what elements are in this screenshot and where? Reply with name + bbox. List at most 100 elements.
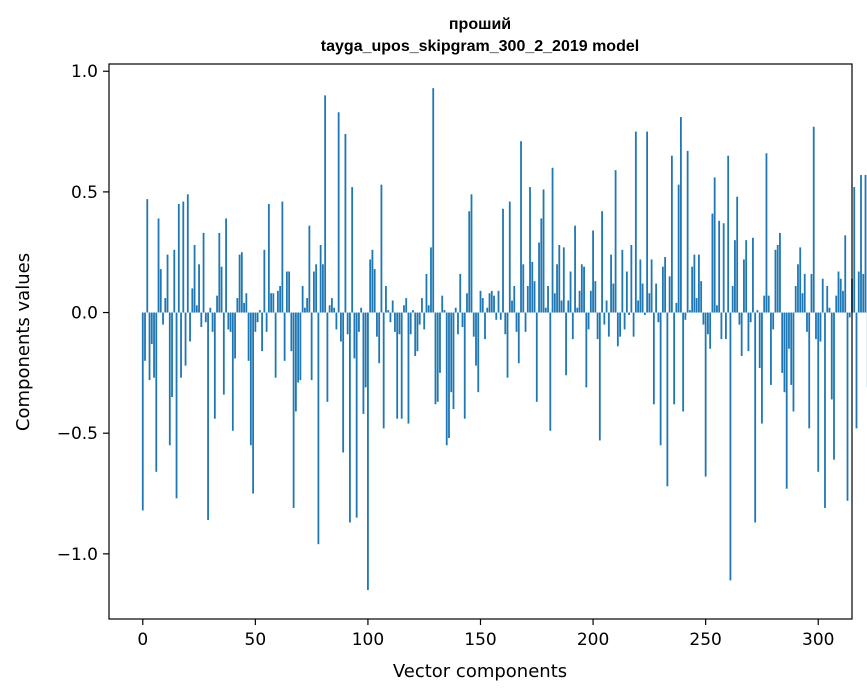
bar-194	[578, 290, 581, 313]
bar-129	[432, 88, 435, 313]
bar-165	[513, 286, 516, 313]
bar-85	[333, 307, 336, 313]
bar-41	[234, 312, 236, 359]
bar-144	[466, 293, 468, 313]
bar-24	[195, 305, 198, 313]
bar-89	[342, 312, 345, 453]
bar-125	[423, 312, 426, 330]
bar-244	[691, 266, 694, 313]
bar-178	[542, 189, 545, 313]
bar-131	[436, 312, 439, 402]
bar-279	[770, 312, 772, 385]
bar-271	[752, 237, 754, 313]
bar-43	[238, 254, 241, 313]
y-tick-label: 0.0	[71, 304, 98, 324]
bar-48	[249, 312, 252, 446]
bar-295	[806, 312, 808, 332]
bar-196	[583, 266, 585, 313]
bar-185	[558, 244, 561, 313]
bar-123	[418, 312, 421, 325]
bar-77	[315, 264, 318, 313]
bar-102	[371, 249, 374, 313]
bar-189	[567, 300, 570, 313]
bar-120	[412, 310, 414, 313]
bar-207	[607, 312, 610, 337]
bar-63	[283, 312, 286, 361]
bar-112	[394, 312, 396, 332]
bar-304	[826, 286, 829, 313]
bar-203	[598, 312, 601, 441]
bar-287	[788, 312, 790, 349]
bar-27	[202, 232, 205, 313]
bar-288	[790, 312, 793, 385]
bar-11	[166, 254, 169, 313]
bar-19	[184, 312, 187, 366]
bar-265	[738, 312, 741, 325]
bar-91	[346, 312, 349, 335]
bar-122	[416, 312, 419, 352]
y-tick-label: 0.5	[71, 183, 98, 203]
bar-213	[621, 249, 624, 313]
bar-201	[594, 281, 597, 313]
x-tick-label: 250	[689, 630, 721, 650]
bar-45	[243, 302, 245, 313]
bar-184	[556, 264, 558, 313]
bar-150	[479, 290, 482, 313]
y-axis-label: Components values	[13, 253, 34, 431]
bar-83	[328, 305, 331, 313]
bar-208	[610, 254, 612, 313]
bar-39	[229, 312, 232, 332]
bar-221	[639, 259, 642, 313]
y-tick-label: −0.5	[57, 424, 98, 444]
bar-214	[623, 312, 626, 330]
bar-54	[263, 249, 266, 313]
bar-290	[794, 286, 797, 313]
x-tick-label: 0	[137, 630, 148, 650]
bar-49	[252, 312, 254, 494]
bar-90	[344, 133, 347, 313]
bar-305	[828, 307, 831, 313]
bar-157	[495, 312, 498, 320]
bar-25	[198, 264, 200, 313]
bar-182	[551, 167, 554, 313]
bar-273	[756, 310, 759, 313]
bar-96	[358, 312, 360, 332]
bar-282	[776, 244, 779, 313]
bar-47	[247, 312, 250, 361]
bar-149	[477, 312, 480, 393]
plot-frame	[108, 63, 853, 620]
bar-186	[560, 300, 563, 313]
bar-270	[749, 312, 752, 323]
bar-320	[862, 273, 865, 313]
bar-51	[256, 312, 259, 323]
bar-156	[493, 295, 495, 313]
bar-104	[376, 312, 378, 337]
bar-155	[490, 290, 493, 313]
bar-13	[171, 312, 173, 397]
bar-302	[821, 278, 824, 313]
bar-198	[587, 312, 590, 330]
bar-114	[398, 312, 401, 335]
bar-274	[758, 312, 761, 369]
bar-179	[544, 307, 547, 313]
bar-240	[682, 312, 685, 412]
bar-137	[450, 312, 453, 393]
bar-6	[155, 312, 158, 472]
bar-141	[459, 273, 462, 313]
bar-23	[193, 244, 196, 313]
bar-318	[857, 271, 860, 313]
bar-115	[400, 312, 403, 419]
bar-22	[191, 288, 194, 313]
bar-17	[180, 312, 182, 378]
bar-300	[817, 312, 820, 472]
bar-76	[312, 271, 315, 313]
bar-32	[213, 312, 216, 419]
bar-87	[337, 112, 340, 313]
bar-21	[189, 312, 191, 342]
x-tick-label: 200	[577, 630, 609, 650]
bar-314	[848, 312, 851, 318]
bar-262	[731, 286, 734, 313]
bar-103	[373, 269, 376, 313]
bar-209	[612, 283, 615, 313]
